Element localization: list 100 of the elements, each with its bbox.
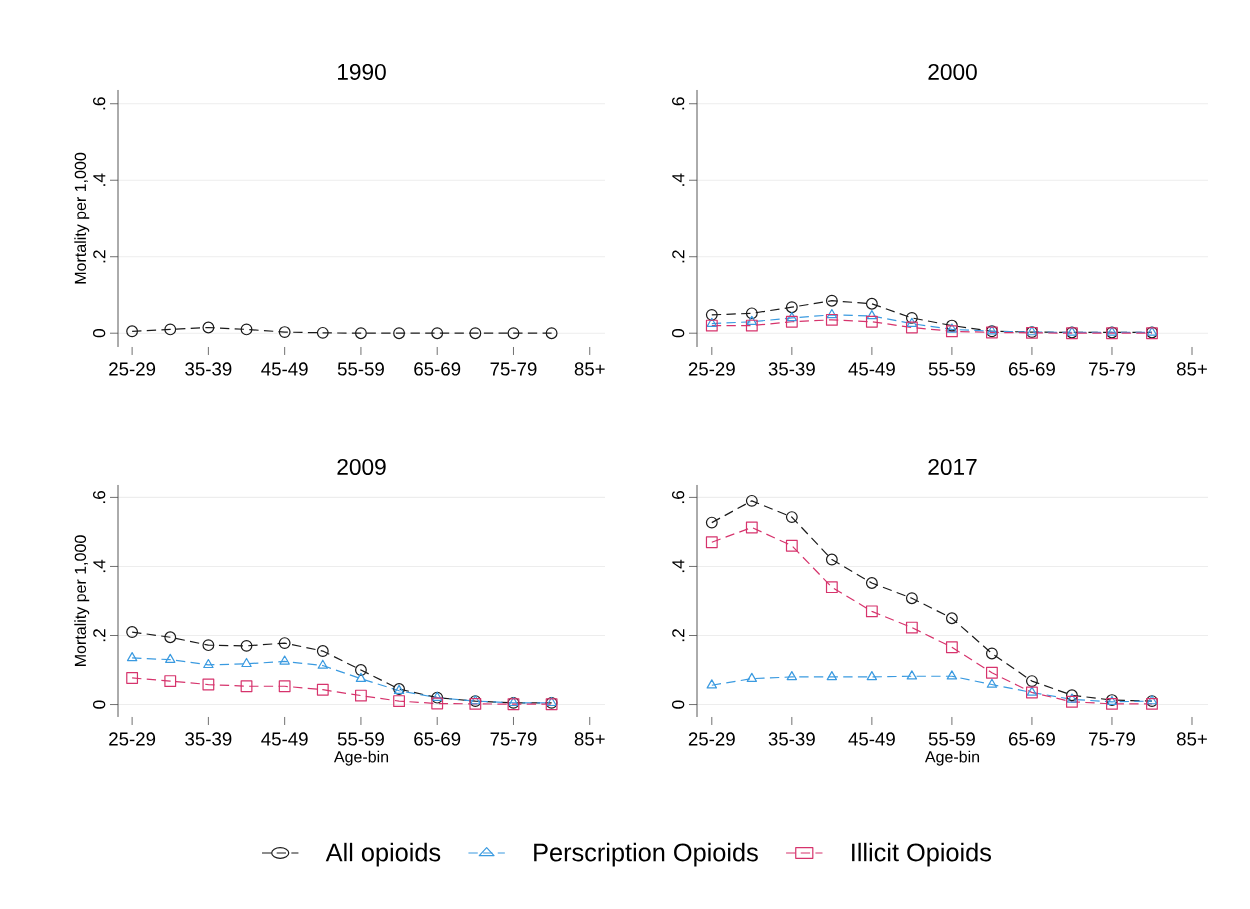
chart-title: 2009 <box>337 458 386 475</box>
point <box>785 315 798 328</box>
x-tick-label: 85+ <box>1176 362 1207 376</box>
point <box>126 672 139 684</box>
point <box>825 313 838 326</box>
point <box>706 679 718 689</box>
point <box>706 317 718 327</box>
y-tick-label: .2 <box>672 629 685 642</box>
point <box>1066 689 1078 702</box>
y-tick-label: .2 <box>93 250 106 263</box>
point <box>164 631 177 644</box>
point <box>745 307 758 320</box>
x-axis-title: Age-bin <box>333 750 389 766</box>
point <box>431 697 444 710</box>
x-tick-label: 25-29 <box>109 732 156 746</box>
chart-title: 1990 <box>338 63 386 80</box>
y-axis-title: Mortality per 1,000 <box>74 152 90 284</box>
point <box>355 672 367 682</box>
point <box>746 315 758 326</box>
x-tick-label: 45-49 <box>261 732 308 746</box>
x-tick-label: 75-79 <box>1089 362 1135 376</box>
y-tick-label: .6 <box>672 97 685 110</box>
point <box>316 645 329 657</box>
x-tick-label: 25-29 <box>109 362 156 376</box>
x-tick-label: 75-79 <box>1089 732 1135 746</box>
point <box>241 657 252 668</box>
y-axis-title: Mortality per 1,000 <box>74 535 90 666</box>
x-tick-label: 85+ <box>574 362 605 376</box>
point <box>165 653 176 663</box>
point <box>705 319 718 332</box>
x-tick-label: 75-79 <box>490 362 537 376</box>
x-tick-label: 35-39 <box>185 362 232 376</box>
point <box>202 639 215 652</box>
point <box>906 317 918 327</box>
y-tick-label: 0 <box>672 700 685 709</box>
point <box>865 577 878 589</box>
point <box>825 553 838 566</box>
x-tick-label: 85+ <box>1176 732 1207 746</box>
x-tick-label: 25-29 <box>688 732 735 746</box>
point <box>905 621 918 634</box>
y-tick-label: 0 <box>672 329 685 338</box>
point <box>945 641 958 654</box>
x-tick-label: 65-69 <box>1009 732 1055 746</box>
point <box>279 655 290 665</box>
chart-title: 2017 <box>928 458 977 475</box>
x-tick-label: 85+ <box>574 732 605 746</box>
point <box>786 671 798 681</box>
y-tick-label: .4 <box>93 559 106 573</box>
y-tick-label: .4 <box>93 173 106 186</box>
x-axis-title: Age-bin <box>924 750 980 766</box>
point <box>905 311 918 324</box>
y-tick-label: .6 <box>93 490 106 504</box>
point <box>1106 697 1118 710</box>
point <box>317 659 329 669</box>
point <box>705 536 718 549</box>
point <box>945 319 958 332</box>
point <box>945 325 958 338</box>
point <box>865 605 878 618</box>
point <box>705 516 718 529</box>
x-tick-label: 65-69 <box>414 362 461 376</box>
point <box>316 683 329 696</box>
point <box>240 680 253 693</box>
point <box>946 323 958 333</box>
point <box>745 494 758 507</box>
point <box>985 666 998 679</box>
x-tick-label: 35-39 <box>768 362 815 376</box>
x-tick-label: 45-49 <box>261 362 308 376</box>
point <box>986 678 998 688</box>
point <box>278 680 291 693</box>
point <box>203 658 214 669</box>
chart-title: 2000 <box>928 63 977 80</box>
point <box>905 592 918 605</box>
legend-label: All opioids <box>325 842 441 867</box>
x-tick-label: 65-69 <box>414 732 461 746</box>
point <box>785 301 798 314</box>
point <box>865 315 878 328</box>
x-tick-label: 55-59 <box>928 362 975 376</box>
point <box>1066 693 1078 703</box>
x-tick-label: 35-39 <box>185 732 232 746</box>
point <box>826 308 838 319</box>
x-tick-label: 75-79 <box>490 732 537 746</box>
point <box>866 671 878 681</box>
y-tick-label: .6 <box>672 490 685 504</box>
point <box>826 671 838 681</box>
point <box>785 539 798 552</box>
point <box>126 652 138 662</box>
point <box>745 319 758 332</box>
point <box>945 612 958 625</box>
y-tick-label: 0 <box>93 329 106 338</box>
point <box>202 678 215 691</box>
point <box>985 647 998 660</box>
point <box>393 695 405 708</box>
point <box>825 294 838 307</box>
point <box>866 310 878 320</box>
x-tick-label: 35-39 <box>768 732 815 746</box>
x-tick-label: 25-29 <box>688 362 735 376</box>
point <box>825 581 838 594</box>
point <box>905 321 918 334</box>
point <box>865 297 878 310</box>
point <box>786 311 798 322</box>
